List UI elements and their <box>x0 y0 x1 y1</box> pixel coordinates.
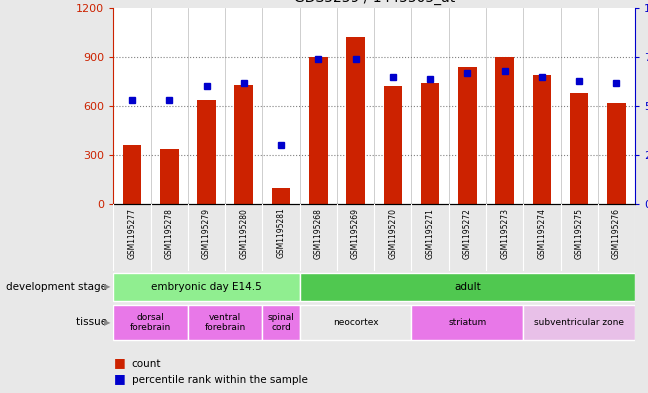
Text: tissue: tissue <box>76 317 110 327</box>
Bar <box>421 83 439 204</box>
Bar <box>346 37 365 204</box>
Bar <box>411 305 524 340</box>
Text: adult: adult <box>454 282 481 292</box>
Bar <box>607 103 626 204</box>
Bar <box>299 273 635 301</box>
Bar <box>113 273 299 301</box>
Bar <box>235 85 253 204</box>
Text: GSM1195275: GSM1195275 <box>575 208 584 259</box>
Text: GSM1195271: GSM1195271 <box>426 208 435 259</box>
Text: GSM1195270: GSM1195270 <box>388 208 397 259</box>
Title: GDS5259 / 1445505_at: GDS5259 / 1445505_at <box>294 0 455 6</box>
Bar <box>197 99 216 204</box>
Text: GSM1195280: GSM1195280 <box>239 208 248 259</box>
Text: spinal
cord: spinal cord <box>268 312 294 332</box>
Text: ▶: ▶ <box>104 318 110 327</box>
Text: ventral
forebrain: ventral forebrain <box>205 312 246 332</box>
Text: GSM1195273: GSM1195273 <box>500 208 509 259</box>
Text: GSM1195276: GSM1195276 <box>612 208 621 259</box>
Text: GSM1195274: GSM1195274 <box>537 208 546 259</box>
Bar <box>113 305 188 340</box>
Text: GSM1195268: GSM1195268 <box>314 208 323 259</box>
Bar <box>309 57 328 204</box>
Bar <box>160 149 179 204</box>
Text: GSM1195281: GSM1195281 <box>277 208 286 259</box>
Bar <box>188 305 262 340</box>
Text: striatum: striatum <box>448 318 487 327</box>
Text: GSM1195277: GSM1195277 <box>128 208 137 259</box>
Bar <box>262 305 299 340</box>
Bar <box>495 57 514 204</box>
Text: neocortex: neocortex <box>333 318 378 327</box>
Text: dorsal
forebrain: dorsal forebrain <box>130 312 171 332</box>
Bar <box>122 145 141 204</box>
Text: GSM1195279: GSM1195279 <box>202 208 211 259</box>
Bar <box>384 86 402 204</box>
Text: GSM1195278: GSM1195278 <box>165 208 174 259</box>
Text: percentile rank within the sample: percentile rank within the sample <box>132 375 307 385</box>
Bar <box>299 305 411 340</box>
Bar <box>272 188 290 204</box>
Text: embryonic day E14.5: embryonic day E14.5 <box>151 282 262 292</box>
Text: development stage: development stage <box>6 282 110 292</box>
Bar <box>570 93 588 204</box>
Text: ▶: ▶ <box>104 283 110 291</box>
Bar <box>458 67 477 204</box>
Text: GSM1195272: GSM1195272 <box>463 208 472 259</box>
Text: GSM1195269: GSM1195269 <box>351 208 360 259</box>
Text: subventricular zone: subventricular zone <box>534 318 624 327</box>
Bar <box>524 305 635 340</box>
Text: ■: ■ <box>113 372 125 385</box>
Text: count: count <box>132 360 161 369</box>
Text: ■: ■ <box>113 356 125 369</box>
Bar <box>533 75 551 204</box>
